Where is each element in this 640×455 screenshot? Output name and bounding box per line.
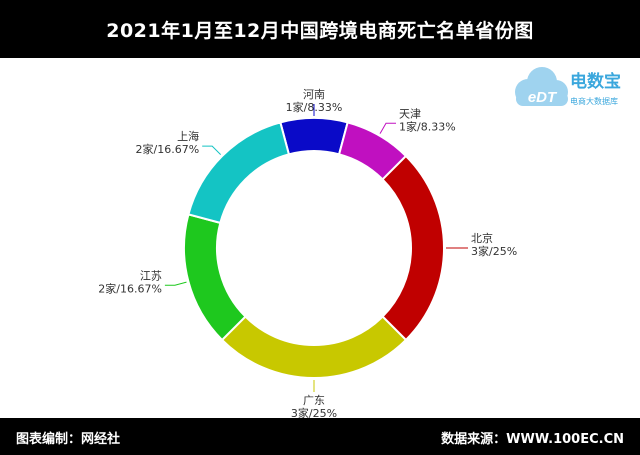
leader-line-shanghai [202, 145, 222, 156]
label-name-guangdong: 广东 [303, 394, 325, 407]
label-name-tianjin: 天津 [399, 107, 421, 120]
donut-slices [183, 117, 445, 379]
footer-source: 数据来源：WWW.100EC.CN [441, 432, 624, 447]
brand-logo: eDT 电数宝 电商大数据库 [515, 67, 621, 106]
label-value-tianjin: 1家/8.33% [399, 119, 456, 133]
chart-title: 2021年1月至12月中国跨境电商死亡名单省份图 [106, 19, 534, 42]
chart-title-bar: 2021年1月至12月中国跨境电商死亡名单省份图 [0, 0, 640, 58]
label-value-guangdong: 3家/25% [291, 406, 337, 418]
slice-henan [279, 117, 349, 156]
leader-line-tianjin [379, 122, 396, 134]
label-value-jiangsu: 2家/16.67% [98, 281, 162, 295]
logo-tagline: 电商大数据库 [570, 96, 618, 106]
footer-credit: 图表编制：网经社 [16, 432, 121, 447]
label-value-beijing: 3家/25% [471, 244, 517, 258]
slice-beijing [381, 154, 445, 342]
logo-name: 电数宝 [570, 71, 621, 92]
footer-bar: 图表编制：网经社 数据来源：WWW.100EC.CN [0, 418, 640, 455]
slice-guangdong [220, 315, 408, 379]
label-value-henan: 1家/8.33% [286, 100, 343, 114]
label-name-beijing: 北京 [471, 231, 493, 245]
label-value-shanghai: 2家/16.67% [136, 142, 200, 156]
slice-shanghai [187, 121, 291, 225]
leader-line-jiangsu [164, 281, 187, 286]
slice-jiangsu [183, 213, 247, 342]
label-name-jiangsu: 江苏 [140, 269, 162, 282]
label-name-shanghai: 上海 [177, 129, 199, 143]
label-name-henan: 河南 [303, 88, 325, 101]
logo-mark: eDT [528, 89, 558, 106]
cloud-icon [515, 67, 568, 106]
